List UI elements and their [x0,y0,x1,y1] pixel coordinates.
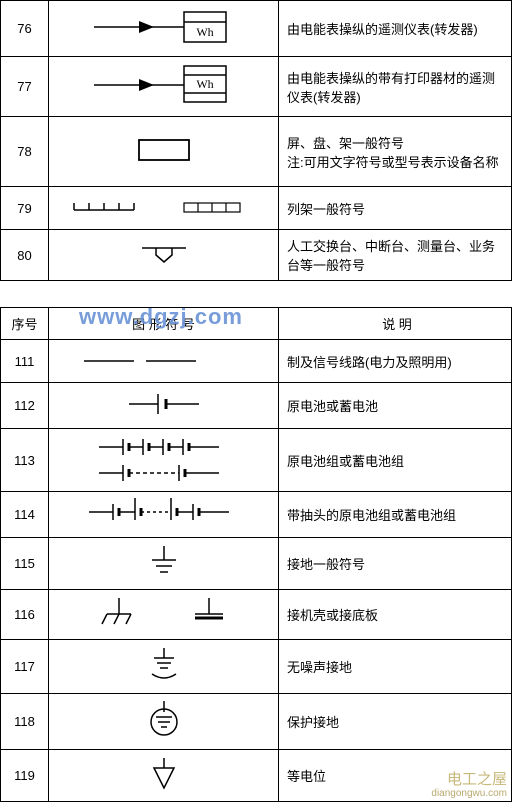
row-num: 117 [1,640,49,694]
noiseless-ground-icon [144,646,184,684]
row-num: 76 [1,1,49,57]
row-num: 115 [1,538,49,590]
header-sym: 图 形 符 号 www.dgzj.com [49,308,279,340]
symbol-cell [49,492,279,538]
row-num: 78 [1,117,49,187]
panel-rack-icon [129,135,199,165]
symbol-cell [49,538,279,590]
equipotential-icon [144,756,184,792]
symbol-cell [49,187,279,230]
header-sym-label: 图 形 符 号 [132,317,195,332]
symbol-cell: Wh [49,57,279,117]
watermark-corner: 电工之屋 diangongwu.com [431,772,507,800]
description: 原电池或蓄电池 [279,383,512,429]
description: 无噪声接地 [279,640,512,694]
row-num: 79 [1,187,49,230]
row-num: 113 [1,429,49,492]
battery-cell-icon [114,389,214,419]
header-desc: 说 明 [279,308,512,340]
battery-pack-dashed-icon [89,461,239,485]
watermark-line2: diangongwu.com [431,788,507,799]
row-num: 80 [1,230,49,281]
description: 接机壳或接底板 [279,590,512,640]
symbol-cell [49,117,279,187]
symbol-cell [49,590,279,640]
symbol-cell [49,694,279,750]
battery-pack-icon [89,435,239,459]
description: 人工交换台、中断台、测量台、业务台等一般符号 [279,230,512,281]
description: 由电能表操纵的带有打印器材的遥测仪表(转发器) [279,57,512,117]
control-signal-line-icon [74,353,254,369]
symbol-table-2: 序号 图 形 符 号 www.dgzj.com 说 明 111 制及信号线路(电… [0,307,512,802]
description: 屏、盘、架一般符号 注:可用文字符号或型号表示设备名称 [279,117,512,187]
rack-row-icon [64,198,264,218]
symbol-cell [49,383,279,429]
meter-transmitter-icon: Wh [84,7,244,47]
row-num: 119 [1,750,49,802]
description: 保护接地 [279,694,512,750]
symbol-cell [49,640,279,694]
symbol-cell [49,429,279,492]
symbol-cell [49,750,279,802]
description: 带抽头的原电池组或蓄电池组 [279,492,512,538]
symbol-cell [49,340,279,383]
header-num: 序号 [1,308,49,340]
description: 接地一般符号 [279,538,512,590]
row-num: 116 [1,590,49,640]
chassis-ground-icon [99,596,139,630]
description: 由电能表操纵的遥测仪表(转发器) [279,1,512,57]
svg-text:Wh: Wh [196,77,213,91]
description: 等电位 电工之屋 diangongwu.com [279,750,512,802]
chassis-plate-icon [189,596,229,630]
description: 原电池组或蓄电池组 [279,429,512,492]
ground-icon [144,544,184,580]
symbol-cell [49,230,279,281]
symbol-cell: Wh [49,1,279,57]
symbol-table-1: 76 Wh 由电能表操纵的遥测仪表(转发器) 77 [0,0,512,281]
spacer [0,281,512,307]
desc-text: 等电位 [287,769,326,784]
desc-prefix: 制及信号线路( [287,355,369,370]
operator-desk-icon [134,242,194,268]
battery-tapped-icon [79,498,249,528]
row-num: 112 [1,383,49,429]
svg-text:Wh: Wh [196,25,213,39]
row-num: 111 [1,340,49,383]
row-num: 114 [1,492,49,538]
protective-ground-icon [144,700,184,740]
description: 列架一般符号 [279,187,512,230]
description: 制及信号线路(电力及照明用) [279,340,512,383]
row-num: 118 [1,694,49,750]
watermark-line1: 电工之屋 [431,772,507,789]
desc-text: 电力及照明用) [369,355,451,370]
meter-printer-transmitter-icon: Wh [84,63,244,107]
row-num: 77 [1,57,49,117]
